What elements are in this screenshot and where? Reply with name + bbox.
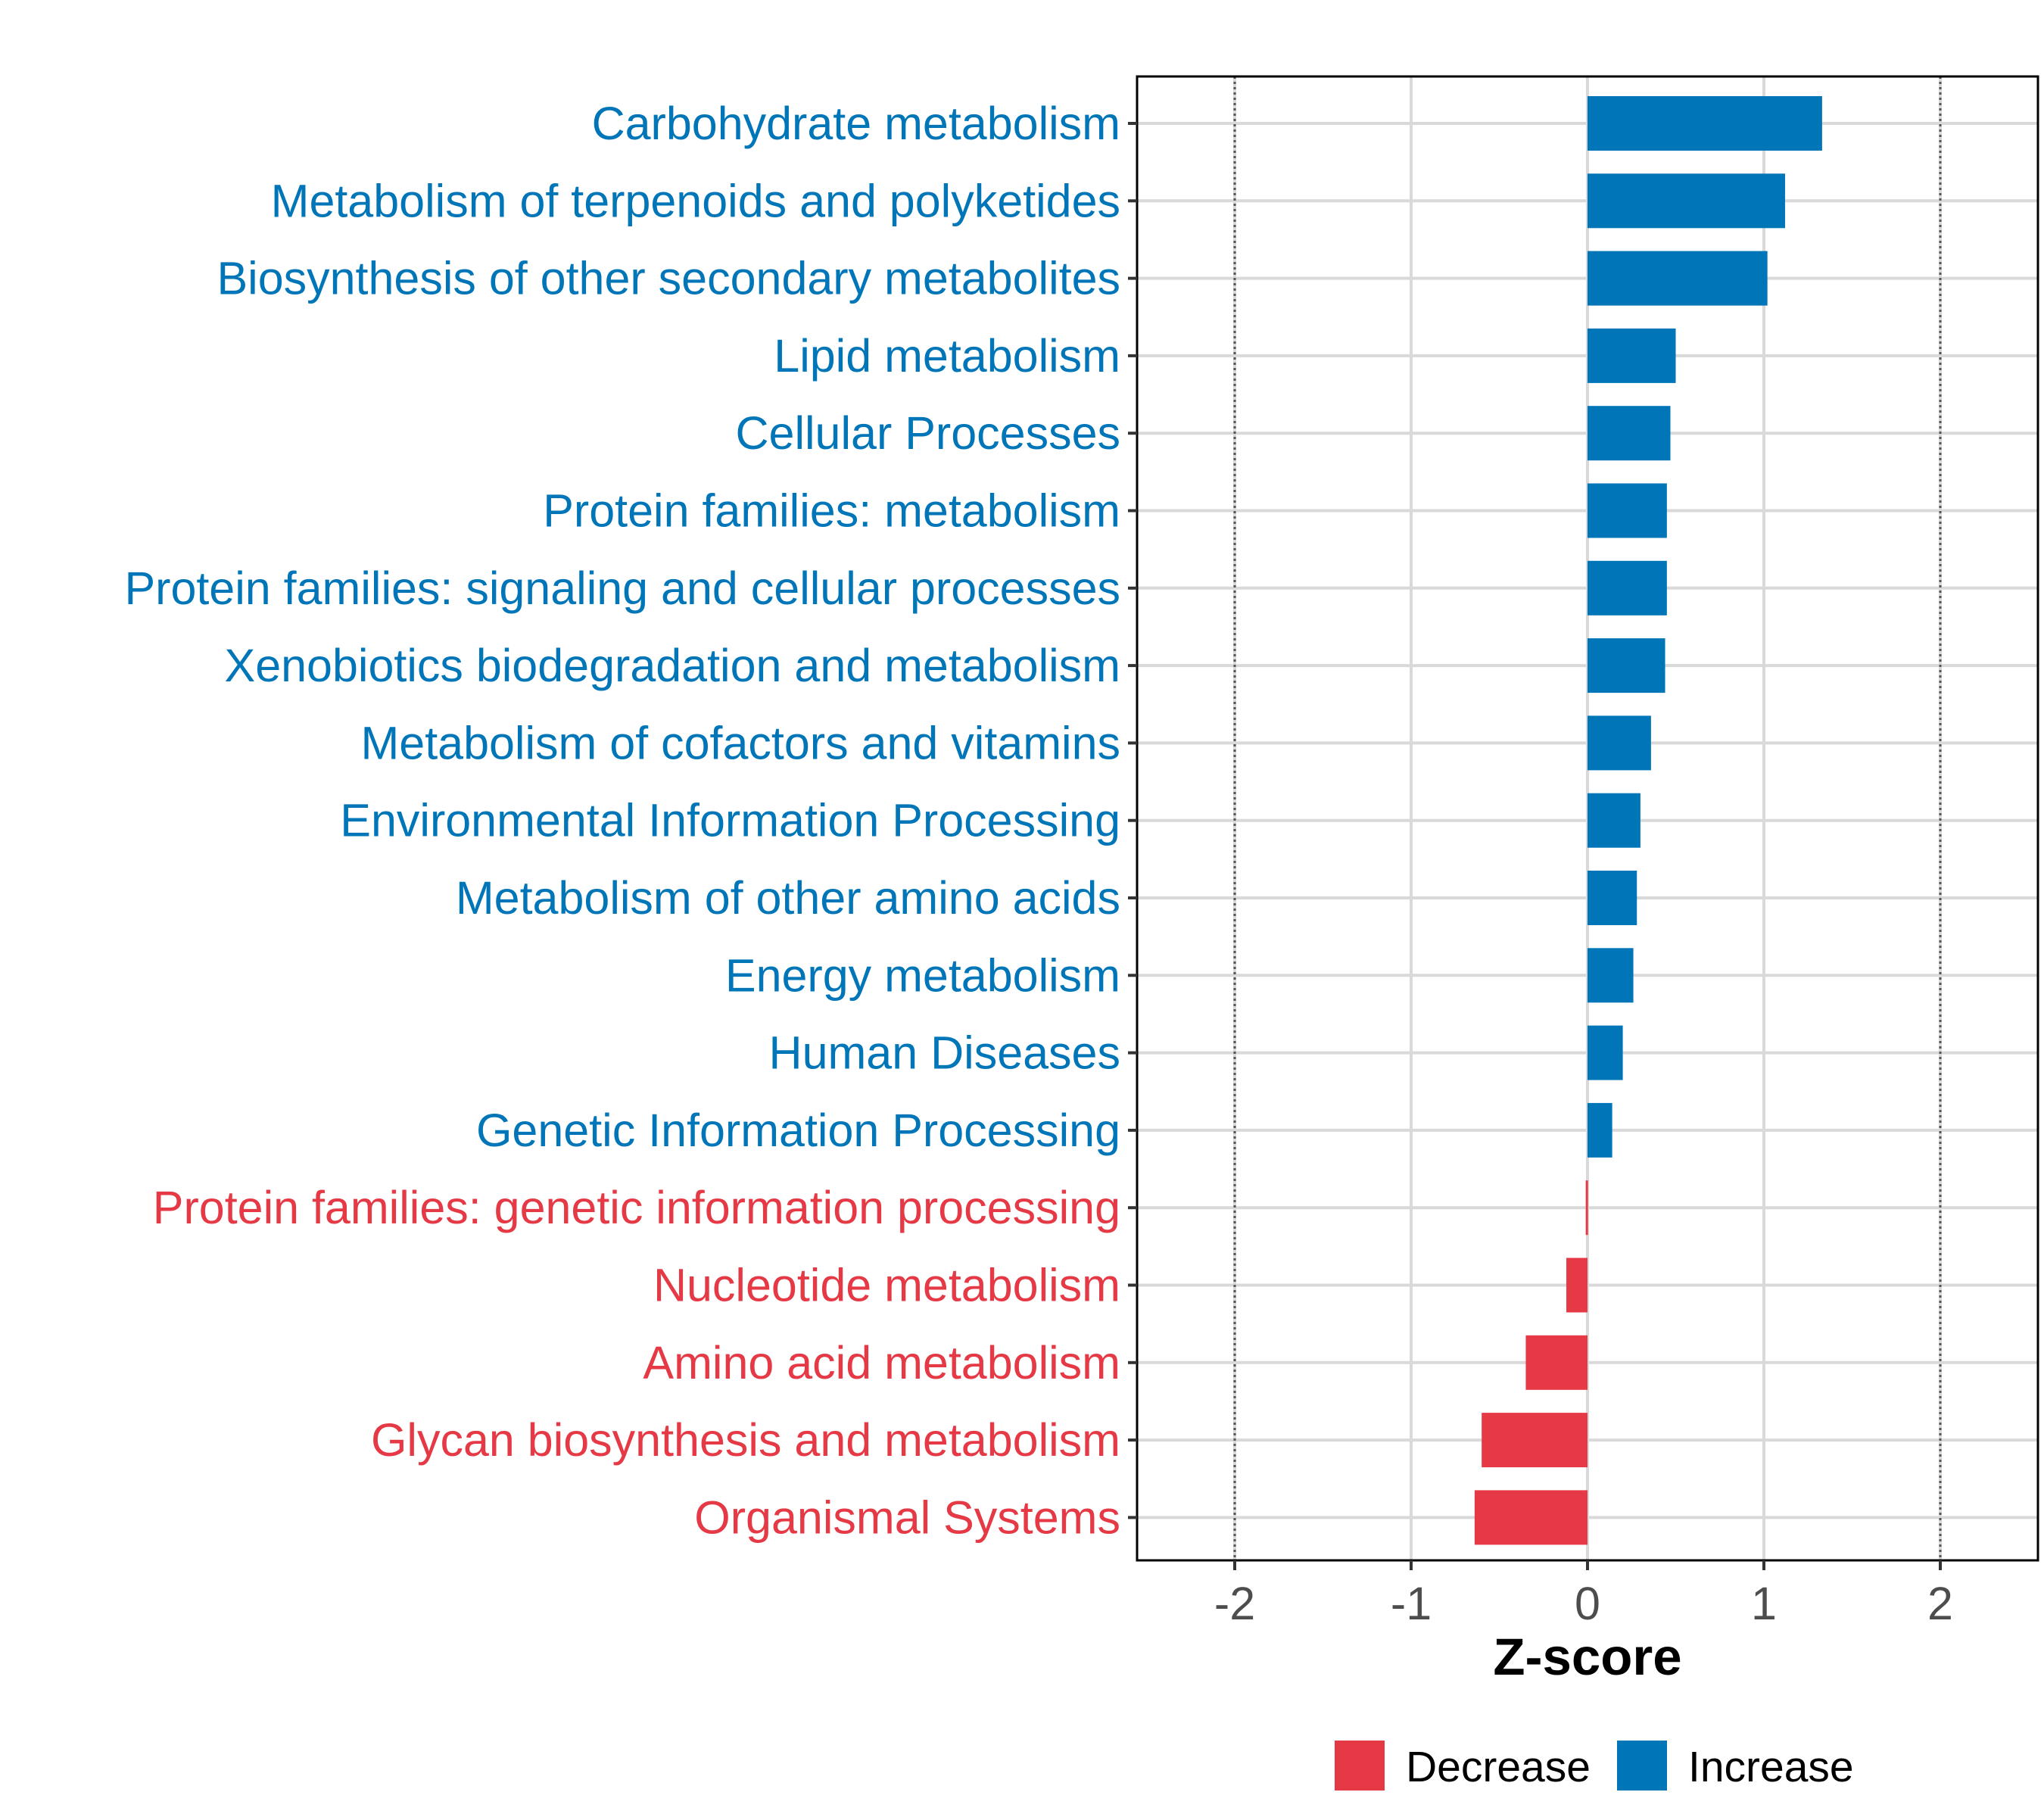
bar bbox=[1588, 173, 1785, 229]
bar bbox=[1588, 1102, 1612, 1158]
bar bbox=[1588, 793, 1640, 848]
category-label: Biosynthesis of other secondary metaboli… bbox=[217, 253, 1120, 304]
bar bbox=[1525, 1335, 1588, 1390]
legend: Decrease Increase bbox=[1335, 1741, 1854, 1791]
reference-lines bbox=[1233, 76, 1942, 1560]
category-label: Cellular Processes bbox=[735, 407, 1120, 459]
bar bbox=[1588, 406, 1671, 461]
bar bbox=[1585, 1180, 1588, 1236]
category-label: Protein families: signaling and cellular… bbox=[124, 563, 1120, 614]
bar bbox=[1588, 560, 1667, 616]
legend-swatch-decrease bbox=[1335, 1741, 1385, 1791]
x-tick-label: -2 bbox=[1214, 1578, 1255, 1629]
category-label: Metabolism of cofactors and vitamins bbox=[360, 717, 1120, 768]
category-label: Xenobiotics biodegradation and metabolis… bbox=[225, 640, 1120, 691]
bar bbox=[1588, 251, 1768, 306]
bar bbox=[1566, 1258, 1588, 1313]
x-tick-label: 0 bbox=[1575, 1578, 1600, 1629]
bar bbox=[1588, 638, 1665, 693]
legend-label-decrease: Decrease bbox=[1406, 1743, 1591, 1791]
bar bbox=[1588, 1025, 1623, 1080]
category-label: Metabolism of terpenoids and polyketides bbox=[271, 175, 1120, 226]
category-label: Glycan biosynthesis and metabolism bbox=[371, 1414, 1120, 1466]
x-tick-label: 2 bbox=[1927, 1578, 1953, 1629]
legend-swatch-increase bbox=[1617, 1741, 1667, 1791]
x-axis-ticks: -2 -1 0 1 2 bbox=[1214, 1560, 1953, 1629]
category-label: Carbohydrate metabolism bbox=[592, 98, 1120, 149]
bars bbox=[1474, 96, 1822, 1545]
legend-label-increase: Increase bbox=[1688, 1743, 1854, 1791]
bar bbox=[1474, 1490, 1588, 1545]
bar bbox=[1588, 483, 1667, 538]
category-label: Organismal Systems bbox=[694, 1491, 1120, 1543]
x-tick-label: 1 bbox=[1751, 1578, 1777, 1629]
bar bbox=[1588, 96, 1822, 151]
category-label: Energy metabolism bbox=[725, 949, 1120, 1001]
category-label: Metabolism of other amino acids bbox=[456, 872, 1120, 924]
x-axis-title: Z-score bbox=[1493, 1628, 1681, 1686]
category-label: Amino acid metabolism bbox=[643, 1337, 1120, 1388]
bar bbox=[1588, 328, 1676, 383]
bar bbox=[1588, 948, 1634, 1003]
category-label: Nucleotide metabolism bbox=[653, 1260, 1120, 1311]
bar bbox=[1588, 871, 1637, 925]
category-label: Genetic Information Processing bbox=[476, 1105, 1120, 1156]
y-tick-marks bbox=[1128, 122, 1137, 1519]
category-label: Human Diseases bbox=[769, 1027, 1120, 1079]
category-label: Lipid metabolism bbox=[774, 330, 1120, 382]
category-labels: Carbohydrate metabolism Metabolism of ter… bbox=[124, 98, 1120, 1543]
bar bbox=[1482, 1413, 1588, 1468]
bar bbox=[1588, 715, 1651, 771]
category-label: Protein families: genetic information pr… bbox=[153, 1182, 1120, 1233]
x-tick-label: -1 bbox=[1391, 1578, 1432, 1629]
category-label: Protein families: metabolism bbox=[543, 485, 1120, 537]
category-label: Environmental Information Processing bbox=[340, 795, 1120, 846]
